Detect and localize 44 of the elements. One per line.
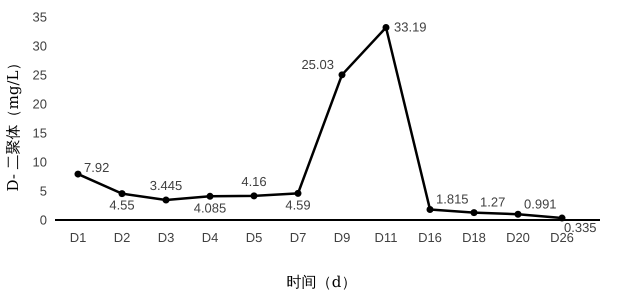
point: [118, 190, 126, 198]
data-label: 4.59: [285, 197, 311, 212]
data-label: 33.19: [394, 20, 427, 34]
x-tick-label: D9: [334, 230, 350, 245]
data-label: 1.815: [436, 191, 469, 206]
data-label: 4.55: [109, 198, 135, 213]
x-tick-label: D20: [506, 230, 530, 245]
data-label: 4.085: [194, 200, 226, 216]
y-tick-label: 30: [32, 38, 47, 54]
x-axis-title: 时间（d）: [286, 273, 356, 291]
x-tick-label: D2: [114, 230, 130, 245]
y-tick-label: 5: [40, 184, 47, 199]
x-tick-label: D16: [418, 230, 442, 245]
x-tick-label: D4: [202, 230, 218, 245]
point: [294, 190, 302, 197]
point: [206, 192, 214, 200]
y-tick-label: 20: [32, 96, 47, 112]
x-tick-label: D3: [158, 230, 174, 245]
x-tick-label: D5: [246, 230, 262, 245]
point: [426, 206, 434, 213]
point: [338, 71, 346, 78]
y-axis-title: D- 二聚体（mg/L）: [4, 56, 22, 192]
x-tick-label: D18: [462, 230, 486, 245]
point: [558, 214, 566, 222]
x-tick-label: D1: [70, 230, 86, 245]
data-label: 0.991: [524, 196, 557, 212]
point: [250, 192, 258, 200]
x-tick-label: D7: [290, 230, 306, 245]
y-tick-label: 10: [32, 154, 47, 170]
point: [382, 24, 390, 31]
point: [470, 209, 478, 216]
data-label: 1.27: [480, 194, 506, 210]
point: [514, 210, 522, 218]
x-tick-label: D11: [374, 230, 398, 245]
data-label: 25.03: [301, 56, 334, 72]
data-label: 3.445: [150, 178, 182, 194]
data-label: 4.16: [241, 174, 267, 189]
y-tick-label: 0: [40, 212, 47, 228]
point: [74, 170, 82, 178]
y-tick-label: 35: [32, 10, 47, 25]
y-tick-label: 25: [32, 68, 47, 83]
data-label: 7.92: [84, 160, 110, 176]
y-tick-label: 15: [32, 126, 47, 141]
point: [162, 196, 170, 204]
